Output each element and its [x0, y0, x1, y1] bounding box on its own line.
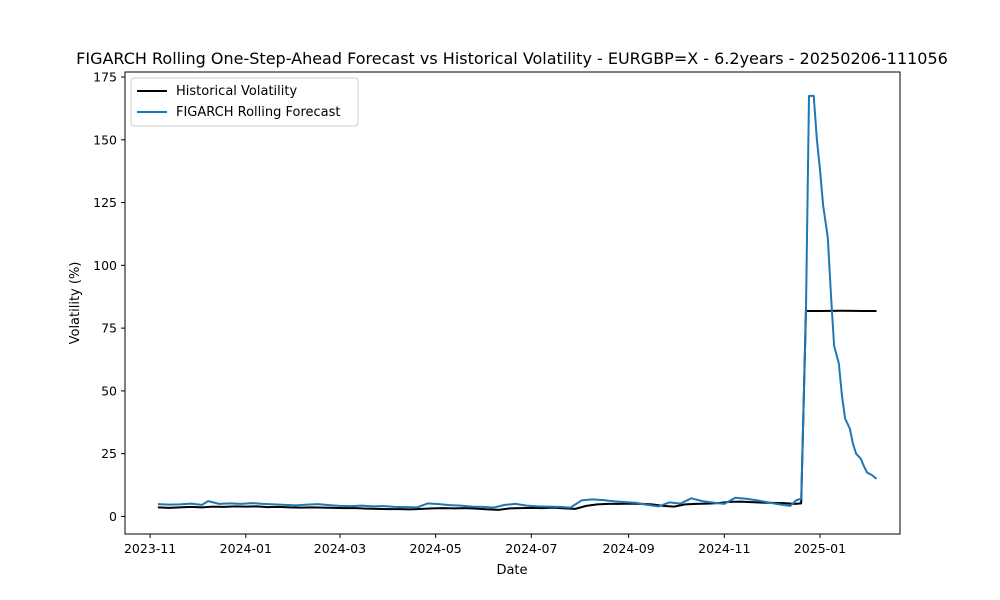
plot-area — [124, 71, 901, 535]
y-tick-label: 100 — [93, 258, 117, 273]
legend-label-historical-volatility: Historical Volatility — [176, 84, 297, 99]
y-tick-label: 125 — [93, 195, 117, 210]
y-tick-label: 75 — [101, 321, 117, 336]
x-axis-ticks: 2023-11 2024-01 2024-03 2024-05 2024-07 2024-… — [124, 534, 846, 556]
x-tick-label: 2024-09 — [602, 541, 654, 556]
x-tick-label: 2025-01 — [794, 541, 846, 556]
y-tick-label: 25 — [101, 446, 117, 461]
x-axis-label: Date — [496, 563, 527, 578]
plot-frame — [124, 71, 901, 535]
y-tick-label: 175 — [93, 70, 117, 85]
y-axis-ticks: 0 25 50 75 100 125 150 175 — [93, 70, 125, 524]
series-line-figarch-rolling-forecast — [157, 94, 878, 509]
x-tick-label: 2024-05 — [410, 541, 462, 556]
x-tick-label: 2024-03 — [314, 541, 366, 556]
x-tick-label: 2023-11 — [124, 541, 176, 556]
series-line-historical-volatility — [157, 309, 877, 511]
y-tick-label: 150 — [93, 132, 117, 147]
x-tick-label: 2024-11 — [698, 541, 750, 556]
legend-label-figarch-forecast: FIGARCH Rolling Forecast — [176, 105, 341, 120]
y-tick-label: 50 — [101, 383, 117, 398]
chart-title: FIGARCH Rolling One-Step-Ahead Forecast … — [76, 49, 948, 68]
legend: Historical Volatility FIGARCH Rolling Fo… — [130, 77, 359, 127]
series-layer — [157, 94, 878, 511]
x-tick-label: 2024-07 — [505, 541, 557, 556]
y-axis-label: Volatility (%) — [68, 262, 83, 345]
legend-frame — [130, 77, 359, 127]
x-tick-label: 2024-01 — [220, 541, 272, 556]
y-tick-label: 0 — [109, 509, 117, 524]
